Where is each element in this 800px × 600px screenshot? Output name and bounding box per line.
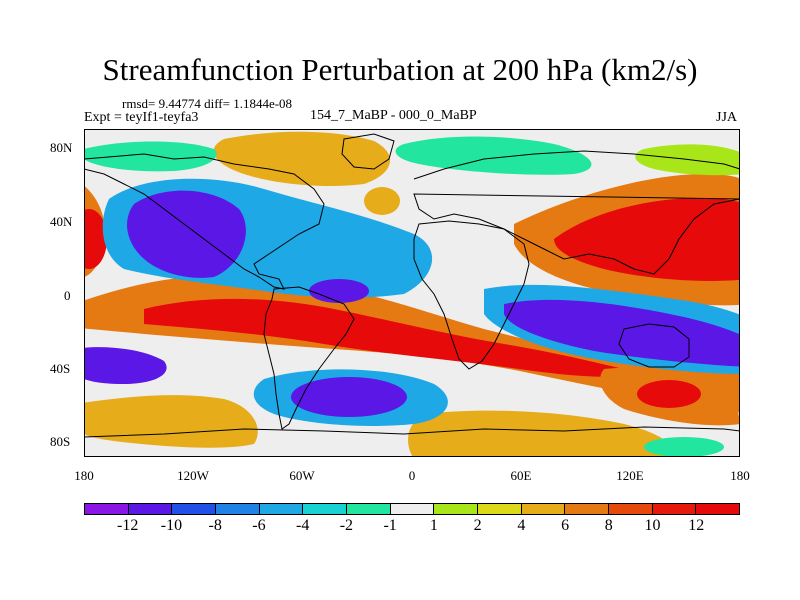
streamfunction-map bbox=[84, 129, 740, 457]
colorbar-label: 12 bbox=[688, 517, 705, 534]
colorbar-swatch bbox=[565, 504, 610, 514]
weak-negative-north-pacific bbox=[84, 141, 217, 172]
colorbar-label: 2 bbox=[473, 517, 482, 534]
colorbar-label: 8 bbox=[604, 517, 613, 534]
strong-negative-west-pacific-core bbox=[127, 190, 246, 278]
colorbar bbox=[84, 503, 740, 515]
colorbar-swatch bbox=[434, 504, 479, 514]
plot-title: Streamfunction Perturbation at 200 hPa (… bbox=[102, 52, 698, 87]
x-label-180w: 180 bbox=[74, 468, 94, 483]
colorbar-label: -6 bbox=[252, 517, 266, 534]
x-label-60e: 60E bbox=[510, 468, 532, 483]
colorbar-label: -2 bbox=[339, 517, 354, 534]
colorbar-swatch bbox=[696, 504, 740, 514]
y-label-equator: 0 bbox=[64, 288, 71, 303]
strong-negative-indian-ocean-core bbox=[504, 299, 740, 367]
colorbar-swatch bbox=[216, 504, 260, 514]
colorbar-label: 1 bbox=[429, 517, 438, 534]
weak-negative-antarctic bbox=[644, 437, 724, 457]
negative-region-southwest bbox=[84, 347, 167, 384]
experiment-label: Expt = teyIf1-teyfa3 bbox=[84, 110, 199, 125]
strong-positive-tropical-core bbox=[144, 298, 644, 377]
map-frame bbox=[84, 129, 740, 457]
colorbar-swatch bbox=[128, 504, 173, 514]
y-label-40s: 40S bbox=[50, 361, 71, 376]
colorbar-label: -1 bbox=[383, 517, 397, 534]
weak-positive-north-atlantic bbox=[364, 187, 400, 215]
strong-positive-west-core bbox=[84, 209, 107, 269]
colorbar-swatch bbox=[172, 504, 217, 514]
map-panel bbox=[84, 129, 740, 457]
season-label: JJA bbox=[716, 110, 738, 125]
colorbar-swatch bbox=[521, 504, 566, 514]
colorbar-label: -8 bbox=[208, 517, 222, 534]
strong-positive-south-indian-core bbox=[637, 380, 701, 408]
run-label: 154_7_MaBP - 000_0_MaBP bbox=[310, 108, 477, 123]
colorbar-swatch bbox=[478, 504, 522, 514]
y-label-80s: 80S bbox=[50, 434, 71, 449]
colorbar-swatch bbox=[347, 504, 391, 514]
positive-region-south-atlantic bbox=[408, 410, 672, 457]
y-label-40n: 40N bbox=[50, 214, 73, 229]
colorbar-swatch bbox=[390, 504, 435, 514]
coastlines bbox=[84, 133, 740, 438]
weak-negative-arctic bbox=[395, 136, 592, 175]
colorbar-swatch bbox=[259, 504, 304, 514]
colorbar-label: 6 bbox=[561, 517, 570, 534]
x-label-120w: 120W bbox=[177, 468, 209, 483]
x-label-60w: 60W bbox=[289, 468, 315, 483]
x-label-0: 0 bbox=[408, 468, 416, 483]
colorbar-swatch bbox=[85, 504, 129, 514]
colorbar-label: -4 bbox=[295, 517, 310, 534]
colorbar-swatch bbox=[609, 504, 653, 514]
colorbar-label: -12 bbox=[117, 517, 139, 534]
colorbar-label: 10 bbox=[644, 517, 661, 534]
strong-negative-tropical-core bbox=[309, 279, 369, 303]
stats-line: rmsd= 9.44774 diff= 1.1844e-08 bbox=[122, 96, 293, 111]
x-label-180e: 180 bbox=[730, 468, 750, 483]
colorbar-label: -10 bbox=[160, 517, 183, 534]
x-label-120e: 120E bbox=[616, 468, 644, 483]
positive-region-southern-ocean bbox=[84, 395, 258, 448]
strong-positive-northeast-core bbox=[554, 198, 740, 281]
colorbar-swatch bbox=[303, 504, 348, 514]
colorbar-label: 4 bbox=[517, 517, 526, 534]
positive-region-arctic bbox=[213, 131, 391, 186]
y-label-80n: 80N bbox=[50, 140, 73, 155]
colorbar-swatch bbox=[652, 504, 697, 514]
strong-negative-south-atlantic-core bbox=[291, 377, 407, 417]
